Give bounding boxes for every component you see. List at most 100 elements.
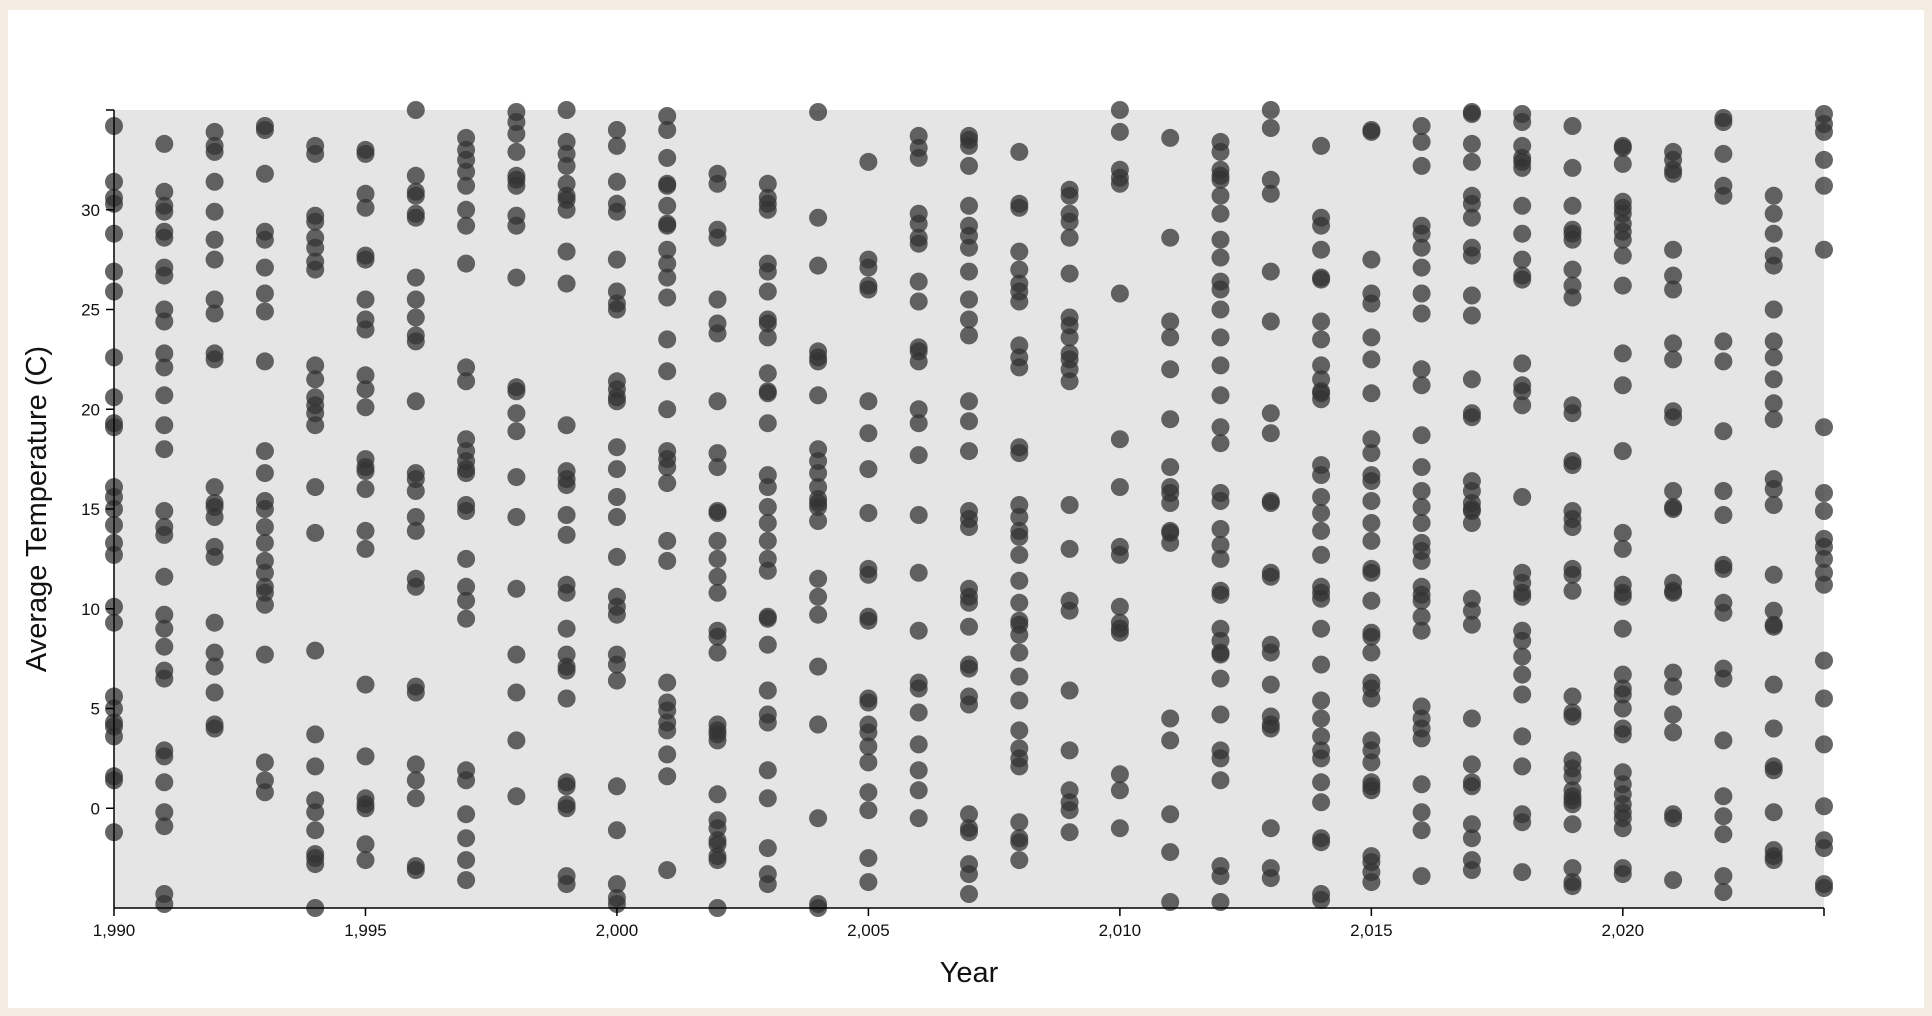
data-point bbox=[1110, 623, 1129, 642]
data-point bbox=[155, 134, 174, 153]
data-point bbox=[155, 669, 174, 688]
data-point bbox=[909, 781, 928, 800]
data-point bbox=[708, 785, 727, 804]
data-point bbox=[1513, 396, 1532, 415]
data-point bbox=[1010, 260, 1029, 279]
data-point bbox=[1110, 122, 1129, 141]
data-point bbox=[306, 416, 325, 435]
data-point bbox=[255, 563, 274, 582]
data-point bbox=[1412, 729, 1431, 748]
y-tick-label: 10 bbox=[81, 600, 100, 619]
data-point bbox=[507, 508, 526, 526]
data-point bbox=[1110, 597, 1129, 616]
data-point bbox=[658, 474, 677, 493]
data-point bbox=[457, 577, 476, 596]
data-point bbox=[1312, 312, 1331, 331]
data-point bbox=[1815, 418, 1833, 437]
data-point bbox=[1764, 851, 1783, 870]
data-point bbox=[1362, 492, 1381, 510]
data-point bbox=[658, 268, 677, 287]
data-point bbox=[1563, 117, 1582, 135]
data-point bbox=[607, 821, 626, 840]
data-point bbox=[457, 372, 476, 391]
data-point bbox=[557, 777, 576, 796]
data-point bbox=[205, 719, 224, 738]
data-point bbox=[557, 274, 576, 293]
data-point bbox=[1211, 204, 1230, 223]
data-point bbox=[708, 392, 727, 411]
data-point bbox=[1312, 390, 1331, 409]
data-point bbox=[1110, 781, 1129, 800]
data-point bbox=[1362, 689, 1381, 708]
data-point bbox=[909, 506, 928, 524]
data-point bbox=[859, 152, 878, 171]
data-point bbox=[1664, 705, 1683, 724]
data-point bbox=[507, 422, 526, 441]
data-point bbox=[507, 468, 526, 487]
data-point bbox=[1513, 270, 1532, 289]
data-point bbox=[758, 498, 777, 516]
data-point bbox=[1815, 879, 1833, 897]
data-point bbox=[1462, 777, 1481, 796]
data-point bbox=[1261, 262, 1280, 281]
data-point bbox=[607, 250, 626, 269]
data-point bbox=[255, 464, 274, 483]
data-point bbox=[1664, 871, 1683, 890]
data-point bbox=[1312, 216, 1331, 235]
data-point bbox=[1161, 328, 1180, 347]
data-point bbox=[960, 823, 978, 842]
data-point bbox=[1513, 647, 1532, 666]
data-point bbox=[1714, 825, 1733, 844]
data-point bbox=[859, 565, 878, 584]
data-point bbox=[507, 142, 526, 161]
data-point bbox=[1462, 246, 1481, 265]
data-point bbox=[1764, 601, 1783, 620]
data-point bbox=[658, 176, 677, 195]
data-point bbox=[1161, 458, 1180, 477]
data-point bbox=[1412, 284, 1431, 303]
data-point bbox=[1462, 306, 1481, 325]
data-point bbox=[708, 444, 727, 463]
data-point bbox=[205, 122, 224, 141]
data-point bbox=[708, 174, 727, 193]
data-point bbox=[406, 482, 425, 500]
data-point bbox=[1412, 551, 1431, 570]
data-point bbox=[1563, 518, 1582, 536]
data-point bbox=[1764, 565, 1783, 584]
data-point bbox=[356, 675, 375, 694]
data-point bbox=[205, 230, 224, 249]
data-point bbox=[1714, 603, 1733, 622]
data-point bbox=[406, 577, 425, 596]
data-point bbox=[607, 875, 626, 894]
data-point bbox=[859, 460, 878, 479]
data-point bbox=[1513, 158, 1532, 177]
data-point bbox=[1714, 506, 1733, 524]
data-point bbox=[457, 609, 476, 628]
data-point bbox=[859, 753, 878, 772]
data-point bbox=[1312, 240, 1331, 259]
data-point bbox=[1513, 354, 1532, 373]
data-point bbox=[1714, 559, 1733, 578]
data-point bbox=[859, 258, 878, 277]
data-point bbox=[205, 172, 224, 191]
data-point bbox=[809, 208, 828, 227]
data-point bbox=[607, 460, 626, 479]
data-point bbox=[1613, 699, 1632, 718]
data-point bbox=[1211, 549, 1230, 568]
data-point bbox=[1412, 224, 1431, 243]
data-point bbox=[205, 657, 224, 676]
data-point bbox=[557, 242, 576, 261]
data-point bbox=[758, 875, 777, 894]
data-point bbox=[1764, 224, 1783, 243]
data-point bbox=[1764, 370, 1783, 389]
data-point bbox=[356, 250, 375, 269]
data-point bbox=[406, 508, 425, 526]
data-point bbox=[960, 593, 978, 612]
data-point bbox=[1664, 482, 1683, 500]
data-point bbox=[1010, 833, 1029, 852]
data-point bbox=[1764, 256, 1783, 275]
data-point bbox=[859, 611, 878, 630]
data-point bbox=[155, 525, 174, 544]
data-point bbox=[1764, 410, 1783, 429]
data-points bbox=[105, 101, 1833, 917]
